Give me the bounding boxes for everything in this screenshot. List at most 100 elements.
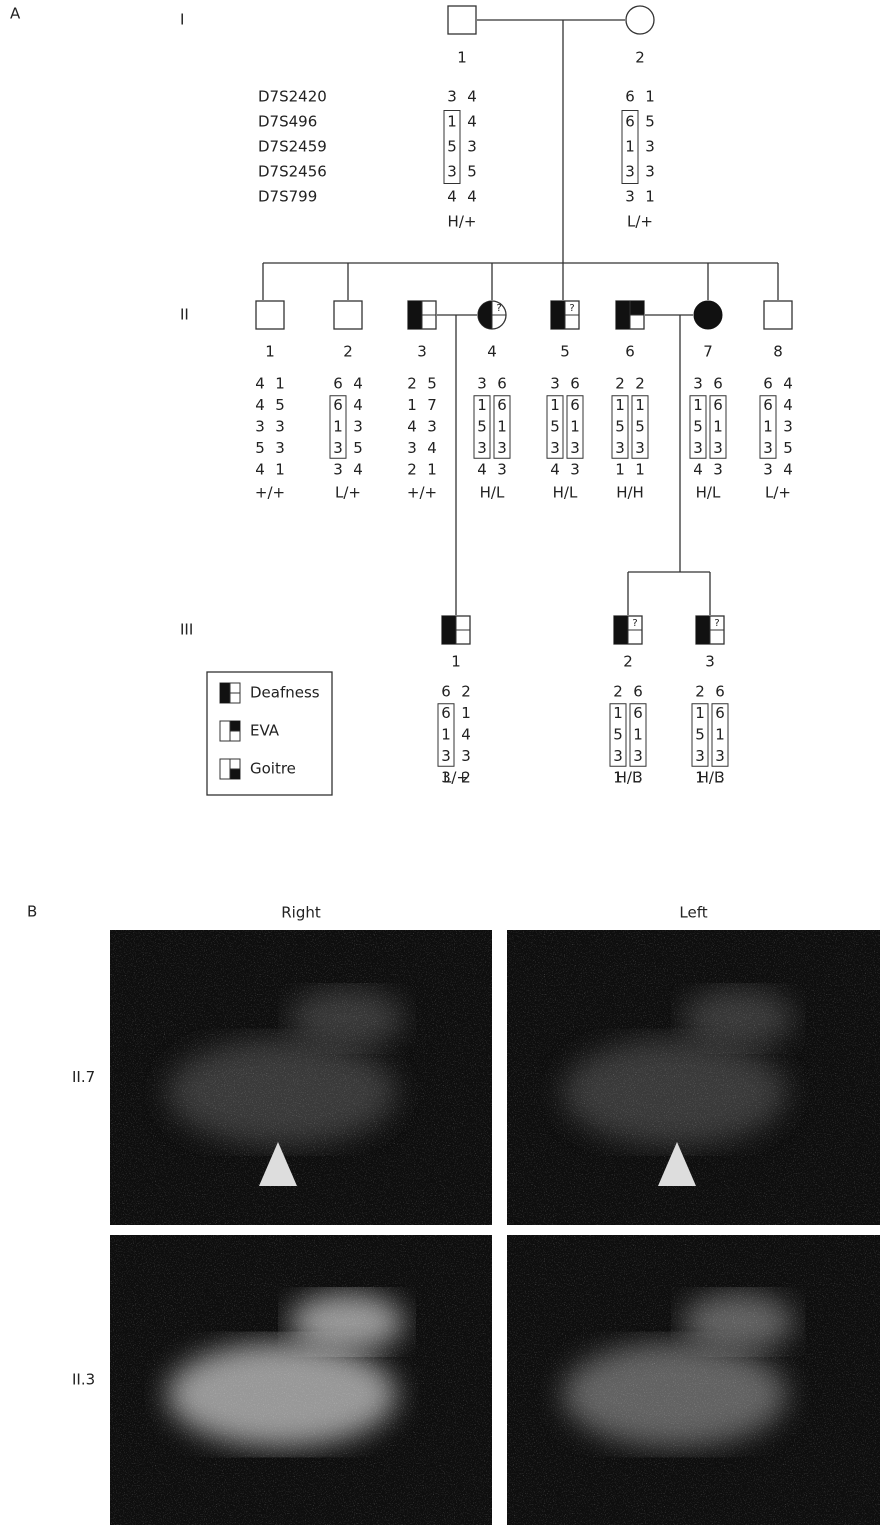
genotype: H/L [696,484,721,502]
allele: 3 [275,418,285,436]
allele: 3 [570,439,580,457]
allele: 6 [497,396,507,414]
allele: 3 [695,747,705,765]
legend-label: Deafness [250,684,320,702]
allele: 4 [447,188,457,206]
symbol [442,616,470,644]
individual-id: 8 [773,343,783,361]
allele: 7 [427,396,437,414]
uncertain-mark: ? [496,303,501,314]
ct-image [110,930,492,1225]
allele: 1 [550,396,560,414]
marker-name: D7S2420 [258,88,327,106]
symbol-shape [694,301,722,329]
individual-id: 7 [703,343,713,361]
deafness-fill [614,616,628,644]
allele: 4 [467,188,477,206]
allele: 5 [467,163,477,181]
legend-label: EVA [250,722,280,740]
allele: 5 [695,726,705,744]
allele: 3 [447,163,457,181]
symbol-shape [448,6,476,34]
allele: 3 [441,747,451,765]
allele: 3 [763,439,773,457]
image-noise [507,1235,880,1525]
deafness-fill [408,301,422,329]
symbol [256,301,284,329]
allele: 6 [570,375,580,393]
generation-label: II [180,306,189,324]
ct-image [110,1235,492,1525]
allele: 6 [713,396,723,414]
allele: 3 [633,747,643,765]
allele: 1 [645,188,655,206]
individual-id: 1 [265,343,275,361]
allele: 3 [550,375,560,393]
genotype: L/+ [443,769,469,787]
allele: 6 [497,375,507,393]
allele: 5 [783,439,793,457]
allele: 3 [550,439,560,457]
allele: 5 [613,726,623,744]
allele: 1 [615,461,625,479]
symbol [334,301,362,329]
row-label: II.7 [72,1068,95,1086]
allele: 4 [467,88,477,106]
generation-label: I [180,11,184,29]
genotype: L/+ [335,484,361,502]
marker-name: D7S799 [258,188,317,206]
individual-id: 1 [451,653,461,671]
allele: 1 [441,726,451,744]
allele: 3 [333,439,343,457]
allele: 3 [407,439,417,457]
allele: 3 [497,461,507,479]
allele: 3 [570,461,580,479]
allele: 3 [625,188,635,206]
allele: 3 [715,747,725,765]
allele: 1 [635,396,645,414]
allele: 5 [447,138,457,156]
legend-label: Goitre [250,760,296,778]
allele: 6 [763,375,773,393]
allele: 4 [550,461,560,479]
allele: 3 [635,439,645,457]
individual-id: 5 [560,343,570,361]
allele: 6 [570,396,580,414]
allele: 1 [693,396,703,414]
allele: 6 [763,396,773,414]
genotype: H/L [698,769,723,787]
individual-id: 2 [635,49,645,67]
deafness-fill [478,301,492,329]
allele: 4 [255,461,265,479]
symbol: ? [614,616,642,644]
genotype: L/+ [765,484,791,502]
allele: 3 [497,439,507,457]
symbol [616,301,644,329]
row-label: II.3 [72,1371,95,1389]
symbol [694,301,722,329]
allele: 2 [461,683,471,701]
allele: 3 [255,418,265,436]
panel-label: A [10,5,21,23]
symbol [626,6,654,34]
marker-name: D7S2456 [258,163,327,181]
allele: 4 [407,418,417,436]
allele: 3 [353,418,363,436]
symbol-shape [626,6,654,34]
allele: 5 [427,375,437,393]
allele: 1 [625,138,635,156]
allele: 6 [713,375,723,393]
allele: 1 [427,461,437,479]
allele: 5 [635,418,645,436]
allele: 4 [427,439,437,457]
allele: 3 [333,461,343,479]
allele: 5 [353,439,363,457]
genotype: H/L [480,484,505,502]
allele: 3 [783,418,793,436]
allele: 4 [353,396,363,414]
allele: 4 [353,461,363,479]
allele: 4 [353,375,363,393]
allele: 6 [633,704,643,722]
allele: 1 [763,418,773,436]
allele: 5 [550,418,560,436]
